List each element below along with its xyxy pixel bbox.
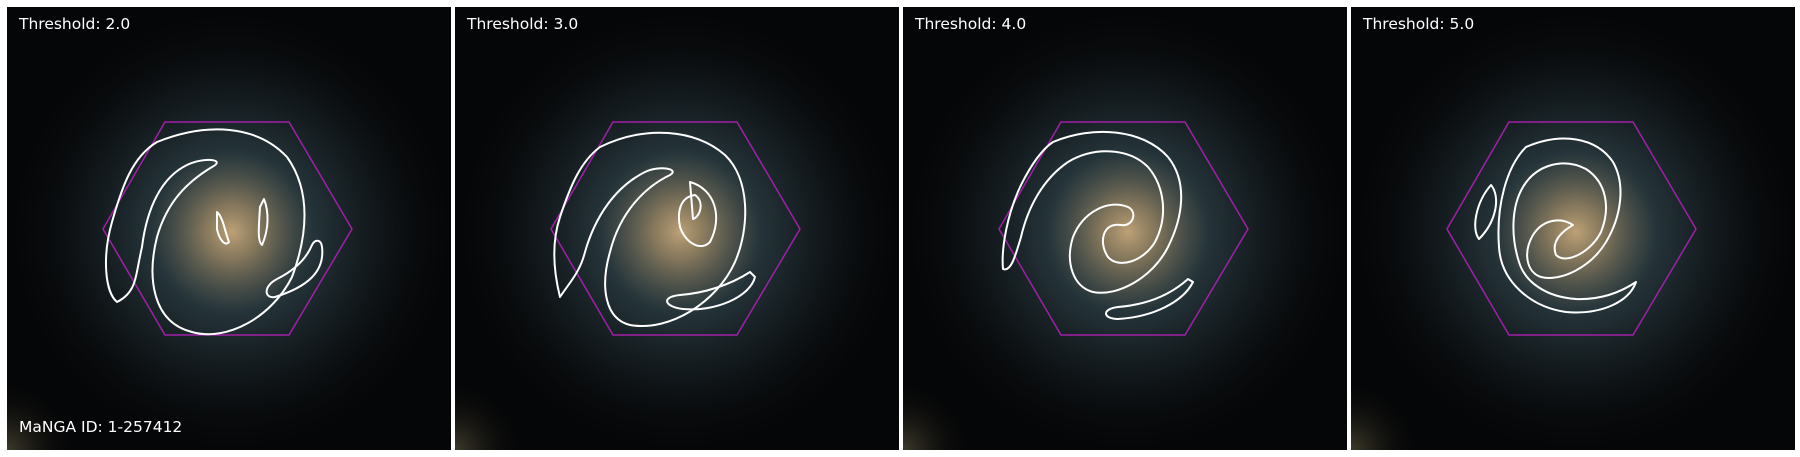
threshold-label: Threshold: 4.0	[915, 15, 1027, 33]
galaxy-panel-2: Threshold: 3.0	[455, 7, 899, 450]
galaxy-image-2	[455, 7, 899, 450]
spiral-arm-contours	[553, 131, 756, 327]
threshold-label: Threshold: 5.0	[1363, 15, 1475, 33]
galaxy-image-4	[1351, 7, 1795, 450]
threshold-label: Threshold: 2.0	[19, 15, 131, 33]
ifu-hexagon-outline	[550, 121, 801, 336]
galaxy-panel-3: Threshold: 4.0	[903, 7, 1347, 450]
galaxy-panel-1: Threshold: 2.0 MaNGA ID: 1-257412	[7, 7, 451, 450]
spiral-arm-contours	[1001, 130, 1194, 320]
ifu-hexagon-outline	[102, 121, 353, 336]
threshold-label: Threshold: 3.0	[467, 15, 579, 33]
ifu-hexagon-outline	[998, 121, 1249, 336]
spiral-arm-contours	[104, 128, 324, 336]
spiral-arm-contours	[1474, 137, 1637, 314]
galaxy-image-3	[903, 7, 1347, 450]
galaxy-id-label: MaNGA ID: 1-257412	[19, 418, 183, 436]
galaxy-panel-4: Threshold: 5.0	[1351, 7, 1795, 450]
galaxy-image-1	[7, 7, 451, 450]
ifu-hexagon-outline	[1446, 121, 1697, 336]
